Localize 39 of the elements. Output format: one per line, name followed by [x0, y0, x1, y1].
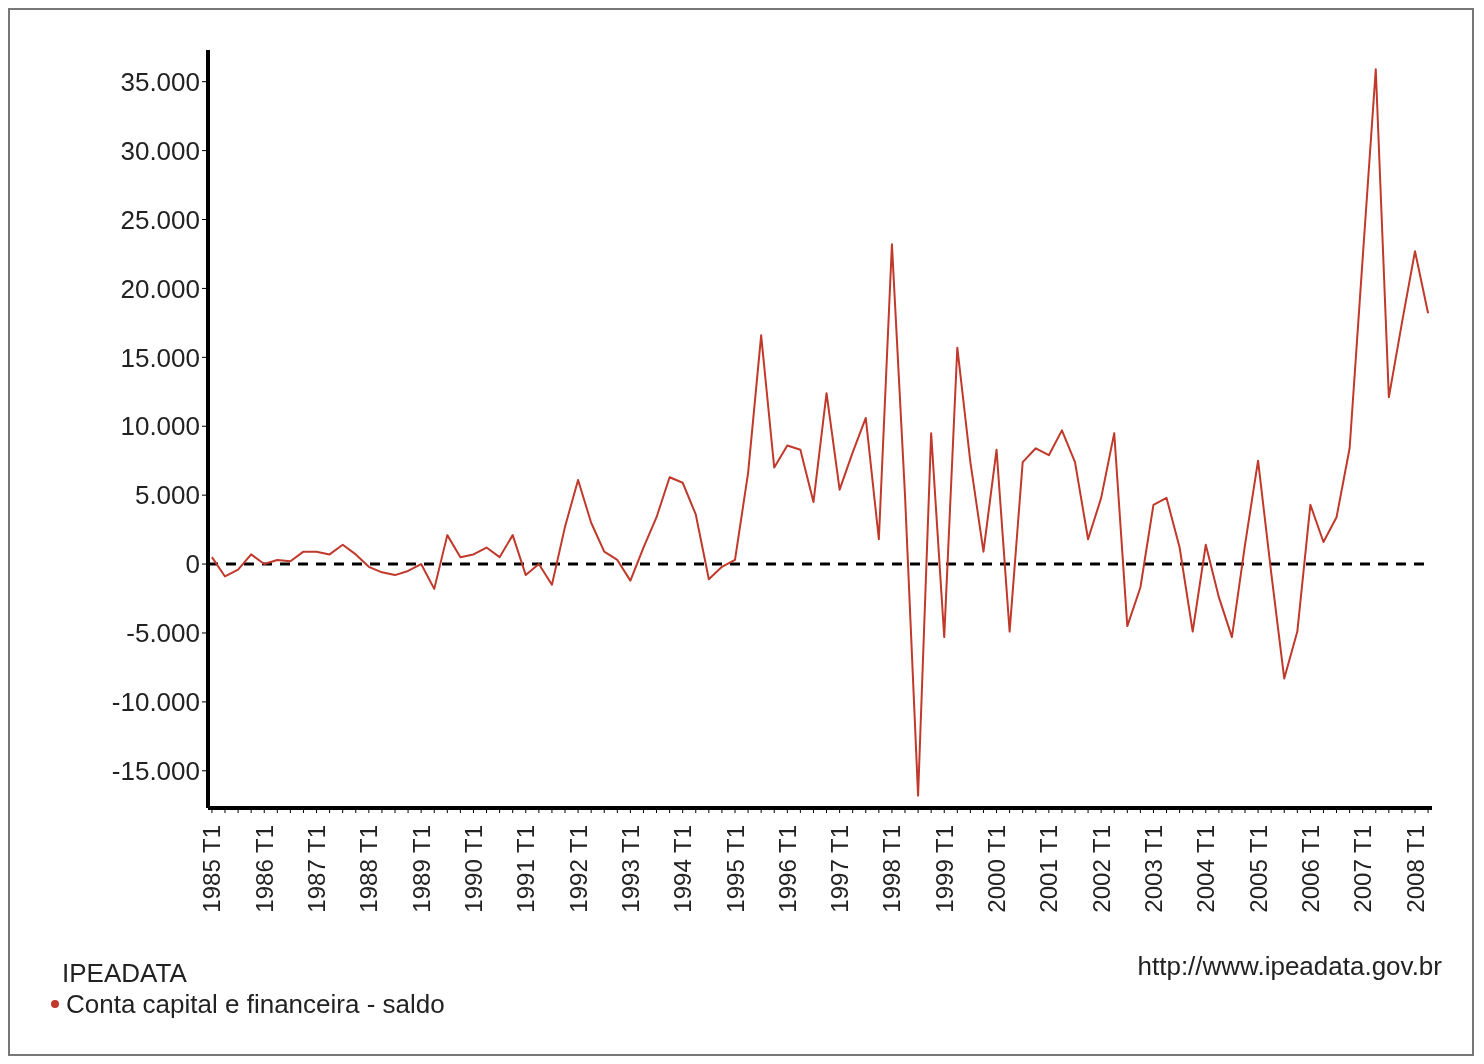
y-tick-label: 25.000: [120, 204, 200, 235]
x-tick-label: 2007 T1: [1349, 825, 1377, 913]
y-tick-label: 10.000: [120, 411, 200, 442]
x-tick-label: 1989 T1: [407, 825, 435, 913]
x-tick-label: 2000 T1: [983, 825, 1011, 913]
x-tick-label: 2003 T1: [1139, 825, 1167, 913]
line-series: [210, 68, 1430, 797]
x-tick-label: 2004 T1: [1192, 825, 1220, 913]
x-tick-label: 1996 T1: [773, 825, 801, 913]
x-tick-label: 1987 T1: [303, 825, 331, 913]
x-tick-label: 1997 T1: [826, 825, 854, 913]
y-tick-label: -10.000: [111, 687, 200, 718]
x-tick-label: 1991 T1: [512, 825, 540, 913]
y-tick-label: 5.000: [134, 480, 200, 511]
text: http://www.ipeadata.gov.br: [1137, 951, 1442, 982]
x-tick-label: 1993 T1: [616, 825, 644, 913]
y-tick-label: 30.000: [120, 135, 200, 166]
x-tick-label: 1998 T1: [878, 825, 906, 913]
y-tick-label: 15.000: [120, 342, 200, 373]
x-tick-label: 2006 T1: [1296, 825, 1324, 913]
x-tick-label: 1988 T1: [355, 825, 383, 913]
x-tick-label: 2005 T1: [1244, 825, 1272, 913]
x-tick-label: 1994 T1: [669, 825, 697, 913]
x-tick-label: 1995 T1: [721, 825, 749, 913]
y-tick-label: -15.000: [111, 756, 200, 787]
x-tick-label: 1992 T1: [564, 825, 592, 913]
x-tick-label: 2008 T1: [1401, 825, 1429, 913]
y-tick-label: -5.000: [126, 618, 200, 649]
x-tick-label: 2002 T1: [1087, 825, 1115, 913]
y-tick-label: 20.000: [120, 273, 200, 304]
x-tick-label: 1985 T1: [198, 825, 226, 913]
legend-label: Conta capital e financeira - saldo: [66, 989, 445, 1020]
x-tick-label: 2001 T1: [1035, 825, 1063, 913]
y-tick-label: 35.000: [120, 66, 200, 97]
x-tick-label: 1990 T1: [459, 825, 487, 913]
x-tick-label: 1999 T1: [930, 825, 958, 913]
x-tick-label: 1986 T1: [250, 825, 278, 913]
y-tick-label: 0: [185, 549, 200, 580]
legend-title: IPEADATA: [62, 958, 187, 988]
